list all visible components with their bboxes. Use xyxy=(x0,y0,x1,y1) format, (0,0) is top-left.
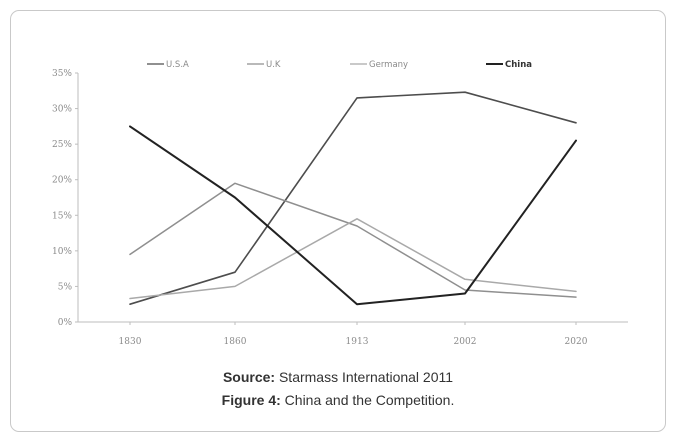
x-tick-label: 2002 xyxy=(454,337,477,347)
figure-frame xyxy=(10,10,666,432)
figure-text: China and the Competition. xyxy=(280,392,455,408)
y-tick-label: 25% xyxy=(52,140,72,150)
legend-label: Germany xyxy=(369,60,408,70)
legend-label: U.S.A xyxy=(166,60,189,70)
y-tick-label: 15% xyxy=(52,211,72,221)
chart-legend: U.S.A U.K Germany China xyxy=(147,60,532,70)
figure-label: Figure 4: xyxy=(221,392,281,408)
legend-label: U.K xyxy=(266,60,281,70)
y-tick-label: 20% xyxy=(52,176,72,186)
y-tick-label: 5% xyxy=(58,282,73,292)
line-chart: 0% 5% 10% 15% 20% 25% 30% 35% 1830 1860 1913 2002 20… xyxy=(52,60,628,347)
legend-label: China xyxy=(505,60,532,70)
x-tick-label: 1860 xyxy=(224,337,247,347)
source-label: Source: xyxy=(222,369,276,385)
source-text: Starmass International 2011 xyxy=(275,369,454,385)
x-tick-label: 2020 xyxy=(565,337,588,347)
figure-source: Source: Starmass International 2011 xyxy=(0,369,676,385)
y-tick-label: 35% xyxy=(52,69,72,79)
figure-caption: Figure 4: China and the Competition. xyxy=(0,392,676,408)
series-line xyxy=(129,218,577,300)
y-tick-label: 10% xyxy=(52,247,72,257)
x-tick-label: 1913 xyxy=(346,337,369,347)
chart-series xyxy=(129,91,577,306)
y-tick-label: 0% xyxy=(58,318,73,328)
series-line xyxy=(129,182,577,298)
series-line xyxy=(129,91,577,306)
x-tick-label: 1830 xyxy=(119,337,142,347)
chart-axes: 0% 5% 10% 15% 20% 25% 30% 35% 1830 1860 1913 2002 20… xyxy=(52,69,628,347)
y-tick-label: 30% xyxy=(52,105,72,115)
series-line xyxy=(129,125,577,306)
